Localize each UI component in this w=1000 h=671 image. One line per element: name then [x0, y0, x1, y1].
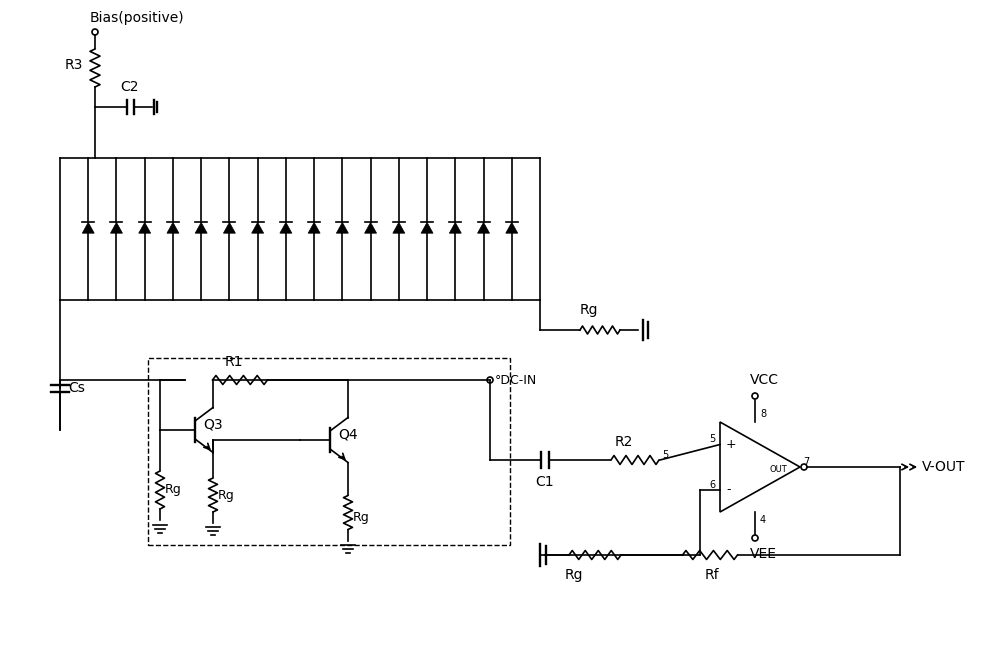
Text: Q3: Q3	[203, 418, 223, 432]
Text: Bias(positive): Bias(positive)	[90, 11, 185, 25]
Text: °DC-IN: °DC-IN	[495, 374, 537, 386]
Text: 8: 8	[760, 409, 766, 419]
Polygon shape	[449, 222, 461, 234]
Polygon shape	[421, 222, 433, 234]
Text: Q4: Q4	[338, 428, 358, 442]
Text: 5: 5	[662, 450, 668, 460]
Text: Rf: Rf	[705, 568, 720, 582]
Text: V-OUT: V-OUT	[922, 460, 966, 474]
Polygon shape	[308, 222, 320, 234]
Text: Rg: Rg	[353, 511, 370, 524]
Polygon shape	[393, 222, 405, 234]
Polygon shape	[280, 222, 292, 234]
Text: R1: R1	[225, 355, 244, 369]
Polygon shape	[195, 222, 207, 234]
Text: Rg: Rg	[580, 303, 598, 317]
Text: 4: 4	[760, 515, 766, 525]
Text: OUT: OUT	[770, 466, 788, 474]
Text: VEE: VEE	[750, 547, 777, 561]
Text: R2: R2	[615, 435, 633, 449]
Polygon shape	[336, 222, 348, 234]
Text: Rg: Rg	[565, 568, 584, 582]
Text: 7: 7	[803, 457, 809, 467]
Bar	[148, 358, 510, 545]
Polygon shape	[223, 222, 235, 234]
Text: Cs: Cs	[68, 381, 85, 395]
Text: 6: 6	[709, 480, 715, 490]
Text: Rg: Rg	[165, 484, 182, 497]
Text: 5: 5	[709, 435, 715, 444]
Text: C1: C1	[535, 475, 554, 489]
Polygon shape	[167, 222, 179, 234]
Polygon shape	[365, 222, 377, 234]
Polygon shape	[506, 222, 518, 234]
Polygon shape	[110, 222, 122, 234]
Text: VCC: VCC	[750, 373, 779, 387]
Text: +: +	[726, 438, 737, 451]
Text: C2: C2	[120, 80, 138, 94]
Polygon shape	[82, 222, 94, 234]
Text: R3: R3	[65, 58, 83, 72]
Polygon shape	[252, 222, 264, 234]
Polygon shape	[478, 222, 490, 234]
Polygon shape	[139, 222, 151, 234]
Text: -: -	[726, 483, 730, 496]
Text: Rg: Rg	[218, 488, 235, 501]
